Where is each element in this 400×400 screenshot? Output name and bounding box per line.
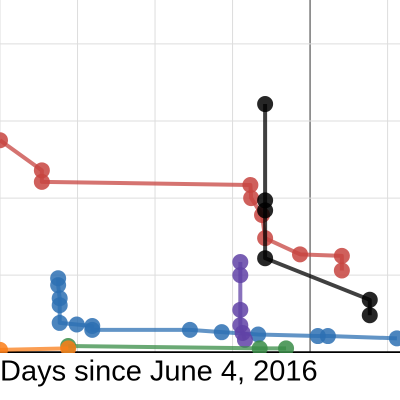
data-point <box>250 326 267 343</box>
data-point <box>232 254 249 271</box>
data-point <box>60 340 77 357</box>
data-point <box>319 328 336 345</box>
data-point <box>257 250 274 267</box>
data-point <box>213 324 230 341</box>
data-point <box>232 301 249 318</box>
series-line <box>0 138 344 271</box>
data-point <box>388 330 400 347</box>
data-point <box>181 321 198 338</box>
data-point <box>51 314 68 331</box>
data-point <box>236 331 253 348</box>
data-point <box>292 246 308 263</box>
data-point <box>68 316 85 333</box>
data-point <box>333 247 350 264</box>
data-point <box>242 176 259 193</box>
data-point <box>51 297 68 314</box>
data-point <box>333 262 350 279</box>
data-point <box>361 291 378 308</box>
label-background <box>0 353 400 400</box>
data-point <box>50 277 67 294</box>
data-point <box>257 202 274 219</box>
data-point <box>0 132 8 149</box>
data-point <box>257 96 274 113</box>
data-point <box>232 267 249 284</box>
data-point <box>33 173 50 190</box>
data-point <box>243 190 260 207</box>
data-point <box>361 307 378 324</box>
series-line <box>263 104 372 316</box>
data-point <box>251 340 268 357</box>
series-line <box>0 346 69 352</box>
data-point <box>278 340 295 357</box>
data-point <box>84 321 101 338</box>
data-point <box>33 162 50 179</box>
plot-area <box>0 96 400 358</box>
x-axis-label: Days since June 4, 2016 <box>0 356 318 388</box>
